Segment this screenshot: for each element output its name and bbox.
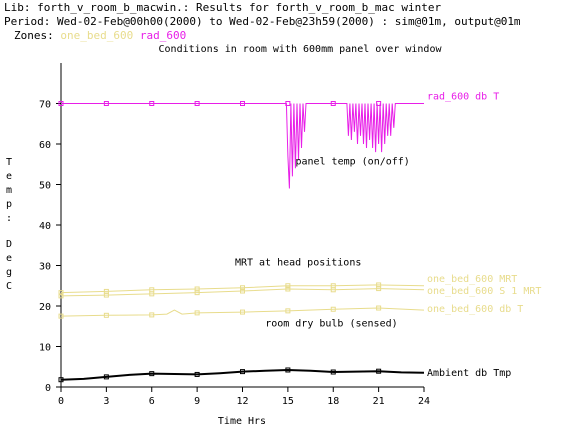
series-label: Ambient db Tmp — [427, 368, 511, 379]
series-marker — [149, 291, 155, 297]
series-label: one_bed_600 MRT — [427, 274, 517, 285]
y-tick-label: 30 — [39, 262, 51, 273]
series-marker — [240, 101, 245, 106]
series-marker — [376, 101, 382, 106]
series-marker — [194, 371, 200, 377]
series-marker — [149, 312, 155, 318]
series-marker — [240, 309, 245, 315]
series-label: rad_600 db T — [427, 92, 499, 103]
x-tick-label: 0 — [58, 396, 64, 407]
series-label: one_bed_600 S 1 MRT — [427, 286, 541, 297]
series-marker — [149, 371, 155, 377]
series-marker — [240, 288, 245, 294]
annotation-label: MRT at head positions — [235, 258, 361, 269]
series-marker — [285, 283, 291, 289]
series-line — [61, 103, 424, 189]
series-line — [60, 288, 425, 297]
x-tick-label: 24 — [418, 396, 430, 407]
series-marker — [330, 369, 336, 375]
zones-label: Zones: — [14, 29, 54, 42]
series-marker — [103, 374, 109, 380]
zone-name-one-bed: one_bed_600 — [60, 29, 134, 42]
x-axis-label: Time Hrs — [218, 416, 266, 427]
series-marker — [103, 312, 109, 318]
series-line — [60, 284, 425, 294]
series-marker — [58, 293, 64, 299]
series-marker — [194, 290, 200, 296]
zone-name-rad: rad_600 — [139, 29, 187, 42]
series-marker — [376, 368, 382, 374]
series-marker — [103, 292, 109, 298]
annotation-label: panel temp (on/off) — [295, 156, 409, 167]
annotation-label: room dry bulb (sensed) — [265, 318, 397, 329]
y-tick-label: 20 — [39, 302, 51, 313]
series-marker — [194, 101, 200, 106]
x-tick-label: 3 — [103, 396, 109, 407]
series-label: one_bed_600 db T — [427, 304, 523, 315]
series-marker — [376, 286, 382, 292]
series-marker — [330, 287, 336, 293]
series-marker — [58, 313, 64, 319]
y-tick-label: 50 — [39, 181, 51, 192]
series-marker — [240, 285, 245, 291]
series-marker — [58, 290, 64, 296]
series-marker — [285, 101, 291, 106]
y-tick-label: 0 — [45, 383, 51, 394]
series-marker — [194, 310, 200, 316]
series-marker — [285, 367, 291, 373]
series-marker — [149, 101, 155, 106]
chart-title: Conditions in room with 600mm panel over… — [159, 44, 443, 55]
series-marker — [285, 308, 291, 314]
series-line — [60, 368, 425, 381]
y-tick-label: 40 — [39, 221, 51, 232]
y-tick-label: 70 — [39, 100, 51, 111]
x-tick-label: 12 — [236, 396, 248, 407]
series-marker — [103, 101, 109, 106]
series-marker — [285, 286, 291, 292]
series-marker — [58, 377, 64, 383]
x-tick-label: 21 — [373, 396, 385, 407]
x-tick-label: 18 — [327, 396, 339, 407]
series-marker — [330, 101, 336, 106]
lib-line: Lib: forth_v_room_b_macwin.: Results for… — [4, 1, 442, 14]
zones-line: Zones: one_bed_600 rad_600 — [14, 30, 186, 42]
series-marker — [58, 101, 64, 106]
series-marker — [240, 369, 245, 375]
x-tick-label: 15 — [282, 396, 294, 407]
period-line: Period: Wed-02-Feb@00h00(2000) to Wed-02… — [4, 15, 521, 28]
series-line — [60, 307, 425, 317]
x-tick-label: 9 — [194, 396, 200, 407]
x-tick-label: 6 — [149, 396, 155, 407]
y-tick-label: 10 — [39, 343, 51, 354]
series-marker — [330, 306, 336, 312]
series-marker — [376, 305, 382, 311]
y-tick-label: 60 — [39, 140, 51, 151]
